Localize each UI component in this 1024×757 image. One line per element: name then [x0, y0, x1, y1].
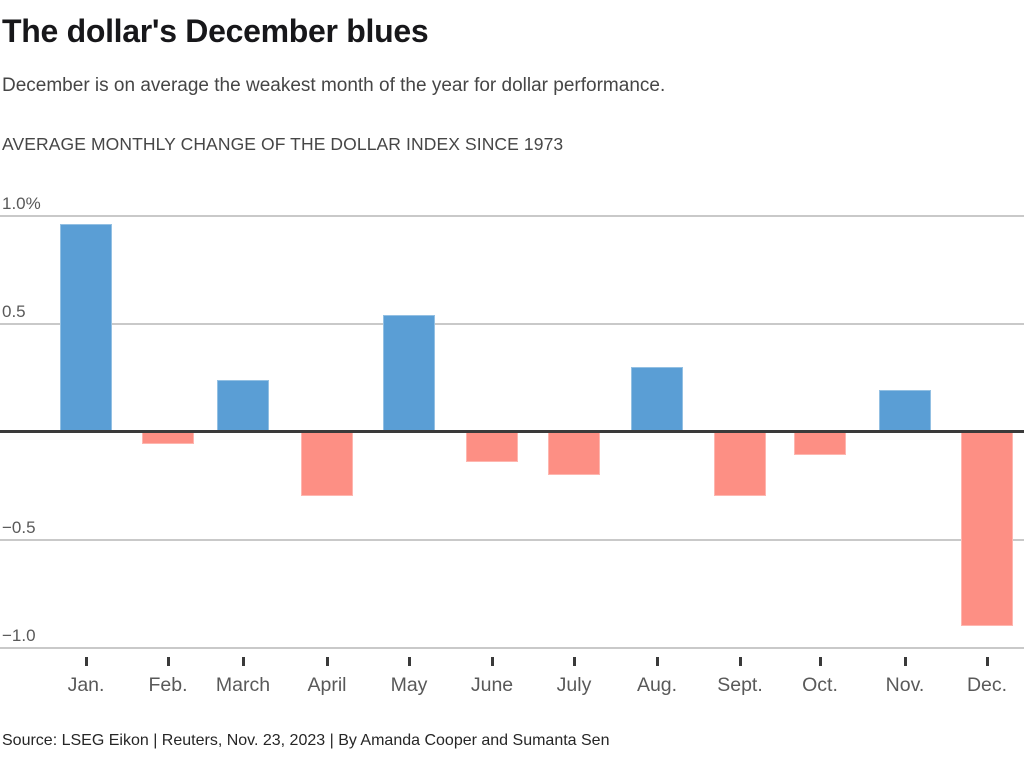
x-axis-tick	[408, 657, 411, 666]
bar-march	[217, 379, 269, 432]
x-axis-tick	[573, 657, 576, 666]
x-axis-label-jan: Jan.	[67, 674, 105, 696]
x-axis-label-feb: Feb.	[148, 674, 188, 696]
bar-may	[383, 314, 435, 432]
zero-axis-line	[0, 430, 1024, 433]
x-axis-tick	[656, 657, 659, 666]
y-axis-label: −1.0	[2, 625, 36, 645]
bar-june	[466, 431, 518, 462]
x-axis-label-july: July	[556, 674, 592, 696]
x-axis-label-march: March	[215, 674, 271, 696]
x-axis-label-june: June	[470, 674, 514, 696]
bar-aug	[631, 366, 683, 432]
x-axis-tick	[326, 657, 329, 666]
gridline--0.5	[0, 538, 1024, 541]
x-axis-tick	[242, 657, 245, 666]
x-axis-label-dec: Dec.	[966, 674, 1008, 696]
x-axis-label-april: April	[307, 674, 347, 696]
x-axis-tick	[85, 657, 88, 666]
gridline-1	[0, 214, 1024, 217]
page-title: The dollar's December blues	[2, 13, 429, 49]
bar-sept	[714, 431, 766, 497]
x-axis-tick	[491, 657, 494, 666]
y-axis-label: −0.5	[2, 517, 36, 537]
y-axis-label: 1.0%	[2, 193, 41, 213]
x-axis-tick	[819, 657, 822, 666]
x-axis-tick	[904, 657, 907, 666]
x-axis-label-may: May	[390, 674, 428, 696]
gridline--1	[0, 646, 1024, 649]
bar-nov	[879, 390, 931, 432]
bar-july	[548, 431, 600, 475]
x-axis-tick	[739, 657, 742, 666]
x-axis-tick	[167, 657, 170, 666]
x-axis-tick	[986, 657, 989, 666]
x-axis-label-nov: Nov.	[885, 674, 925, 696]
x-axis-label-sept: Sept.	[717, 674, 763, 696]
bar-jan	[60, 224, 112, 432]
bar-feb	[142, 431, 194, 445]
x-axis-label-aug: Aug.	[636, 674, 678, 696]
bar-april	[301, 431, 353, 497]
bar-dec	[961, 431, 1013, 626]
source-line: Source: LSEG Eikon | Reuters, Nov. 23, 2…	[2, 732, 610, 749]
page-subtitle: December is on average the weakest month…	[2, 75, 666, 96]
x-axis-label-oct: Oct.	[802, 674, 838, 696]
bar-oct	[794, 431, 846, 456]
y-axis-label: 0.5	[2, 301, 26, 321]
gridline-0.5	[0, 322, 1024, 325]
chart-kicker: AVERAGE MONTHLY CHANGE OF THE DOLLAR IND…	[2, 134, 564, 154]
